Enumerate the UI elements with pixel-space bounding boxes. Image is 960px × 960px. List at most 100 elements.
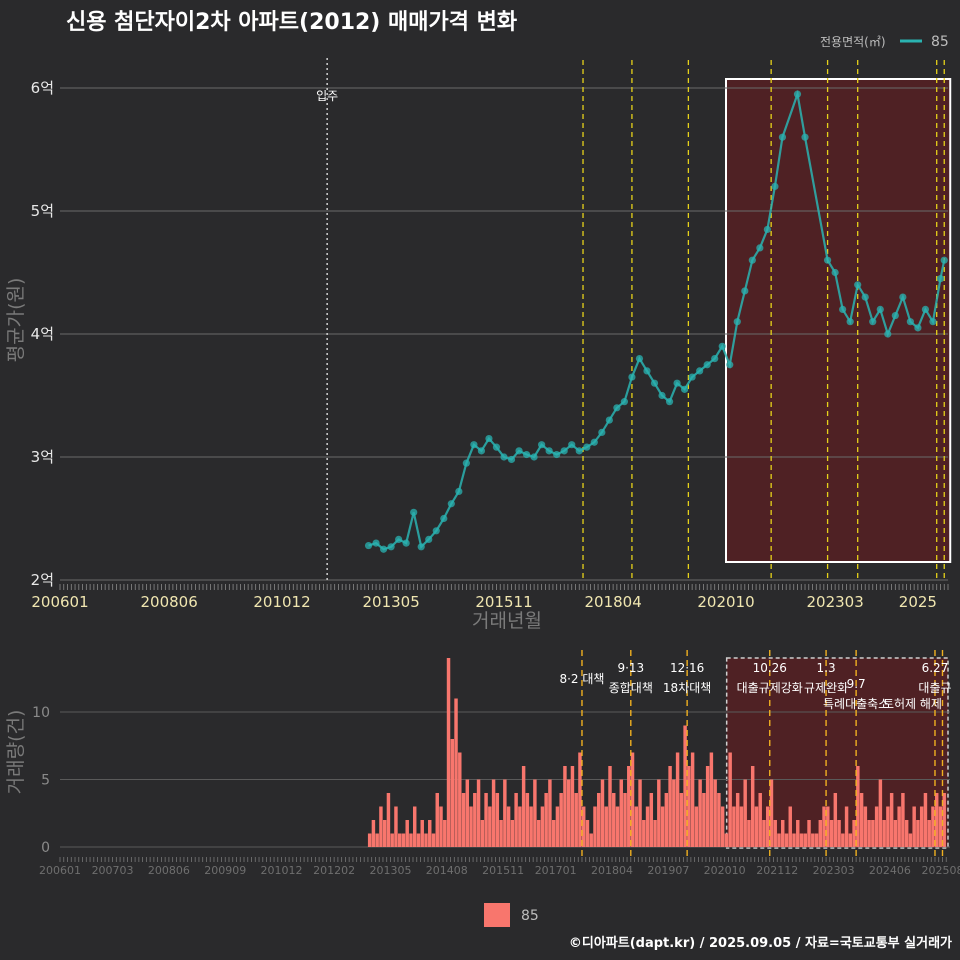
price-point [485, 434, 493, 443]
price-point [575, 447, 583, 455]
volume-bar [443, 820, 447, 847]
volume-bar [717, 793, 721, 847]
x-tick-label: 201012 [253, 593, 310, 611]
volume-x-tick-label: 202508 [921, 864, 960, 877]
footer-credit: ©디아파트(dapt.kr) / 2025.09.05 / 자료=국토교통부 실… [569, 935, 952, 951]
volume-x-tick-label: 201511 [482, 864, 524, 877]
y-tick-label: 5억 [31, 202, 54, 220]
price-point [364, 541, 373, 550]
volume-bar [705, 766, 710, 847]
volume-bar [461, 793, 466, 847]
volume-bar [476, 779, 481, 847]
annotation-text: 대출규제강화 [737, 681, 803, 695]
volume-bar [713, 779, 717, 847]
price-point [410, 508, 418, 516]
volume-bar [796, 820, 800, 847]
volume-x-tick-label: 201907 [647, 864, 689, 877]
price-point [387, 543, 395, 551]
volume-bar [412, 806, 417, 847]
price-point [417, 543, 425, 551]
volume-bar [702, 793, 706, 847]
volume-bar [458, 752, 462, 847]
volume-bar [649, 793, 654, 847]
price-point [658, 391, 666, 400]
volume-bar [792, 833, 796, 847]
annotation-text: 특례대출축소 [823, 697, 889, 711]
price-point [726, 361, 734, 369]
volume-x-tick-label: 200703 [92, 864, 134, 877]
volume-bar [623, 793, 627, 847]
price-point [379, 545, 388, 553]
volume-x-tick-label: 201804 [591, 864, 633, 877]
x-tick-label: 201305 [362, 593, 419, 611]
annotation-date: 6.27 [922, 661, 949, 675]
volume-bar [889, 793, 894, 847]
volume-bar [484, 793, 488, 847]
price-point [846, 318, 854, 326]
volume-bar [581, 806, 586, 847]
volume-bar [428, 820, 432, 847]
volume-x-tick-label: 200909 [204, 864, 246, 877]
volume-bar [818, 820, 823, 847]
volume-x-tick-label: 202303 [813, 864, 855, 877]
volume-bar [627, 766, 631, 847]
annotation-text: 대출규 [918, 681, 951, 695]
volume-x-tick-label: 202112 [756, 864, 798, 877]
price-point [778, 133, 787, 141]
volume-bar [559, 793, 563, 847]
volume-bar [788, 806, 792, 847]
price-point [936, 275, 945, 283]
x-axis-title: 거래년월 [472, 610, 542, 632]
volume-x-tick-label: 201408 [426, 864, 468, 877]
price-point [455, 487, 463, 496]
price-point [921, 305, 930, 313]
volume-bar [844, 806, 849, 847]
volume-bar [916, 820, 920, 847]
legend: 전용면적(㎡) 85 [820, 34, 949, 50]
volume-bar [675, 752, 680, 847]
volume-panel: 0 5 10 8·2 대책 9·13 종합대책 12·16 18차대책 10.26 대출규제강화 1… [5, 650, 960, 877]
volume-bar [762, 820, 766, 847]
volume-bar [405, 820, 409, 847]
volume-bar [435, 793, 439, 847]
volume-bar [769, 779, 774, 847]
y-tick-label: 6억 [31, 79, 54, 97]
volume-bar [465, 779, 470, 847]
volume-bar [503, 779, 507, 847]
volume-bar [529, 806, 533, 847]
price-point [748, 256, 756, 264]
volume-bar [784, 833, 789, 847]
volume-bar [645, 806, 650, 847]
price-point [538, 441, 546, 449]
price-point [590, 438, 598, 446]
volume-bar [657, 779, 661, 847]
price-point [876, 305, 884, 313]
volume-bar [904, 820, 909, 847]
price-point [650, 379, 659, 387]
annotation-text: 토허제 해제 [883, 697, 942, 711]
volume-bar [615, 806, 620, 847]
bottom-legend-label: 85 [521, 908, 539, 924]
volume-bar [401, 833, 406, 847]
volume-bar [724, 833, 729, 847]
volume-bar [886, 806, 890, 847]
price-point [395, 535, 403, 544]
price-point [447, 500, 455, 508]
volume-bar [871, 820, 875, 847]
price-point [899, 293, 907, 301]
legend-label: 85 [931, 34, 949, 50]
annotation-date: 9.7 [847, 677, 866, 691]
volume-bar [781, 820, 785, 847]
volume-bar [852, 820, 856, 847]
volume-y-tick-label: 0 [41, 840, 50, 856]
price-point [598, 428, 606, 436]
price-point [839, 305, 847, 313]
volume-y-axis-title: 거래량(건) [5, 710, 27, 795]
volume-bar [604, 806, 608, 847]
price-point [522, 450, 531, 459]
annotation-date: 12·16 [670, 661, 704, 675]
annotation-text: 종합대책 [609, 680, 653, 695]
volume-bar [679, 793, 684, 847]
volume-bar [664, 793, 669, 847]
